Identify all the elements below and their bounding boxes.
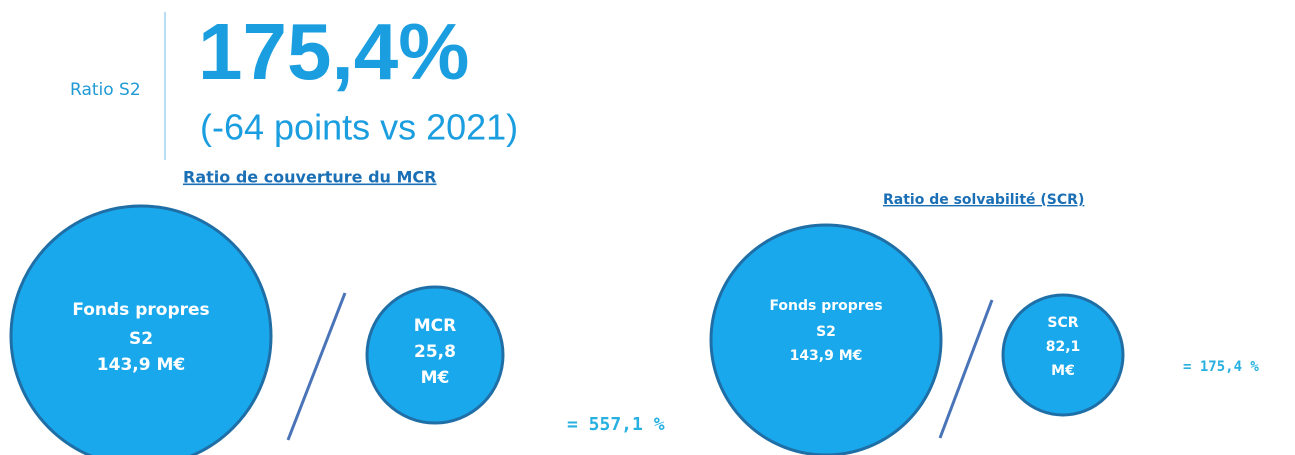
division-slash [286,292,347,441]
denominator-text: SCR [1047,315,1078,331]
ratio-label: Ratio S2 [70,80,141,100]
result: = 175,4 % [1183,359,1259,375]
numerator-text: S2 [816,324,836,340]
denominator-circle [1001,293,1125,417]
numerator-text: Fonds propres [769,298,882,314]
numerator-text: 143,9 M€ [790,348,863,364]
panel-title: Ratio de solvabilité (SCR) [883,192,1084,208]
denominator-text: MCR [414,316,456,336]
result: = 557,1 % [567,414,665,435]
division-slash [938,299,994,439]
denominator-text: 25,8 [414,342,456,362]
denominator-text: M€ [421,368,450,388]
panel-title: Ratio de couverture du MCR [183,168,436,187]
denominator-text: 82,1 [1046,339,1081,355]
numerator-circle [709,223,943,455]
numerator-circle [9,204,273,455]
ratio-change: (-64 points vs 2021) [200,107,518,148]
numerator-text: Fonds propres [72,300,209,320]
denominator-circle [365,285,505,425]
numerator-text: S2 [129,329,153,349]
ratio-value: 175,4% [198,7,469,96]
numerator-text: 143,9 M€ [97,355,185,375]
denominator-text: M€ [1051,363,1075,379]
